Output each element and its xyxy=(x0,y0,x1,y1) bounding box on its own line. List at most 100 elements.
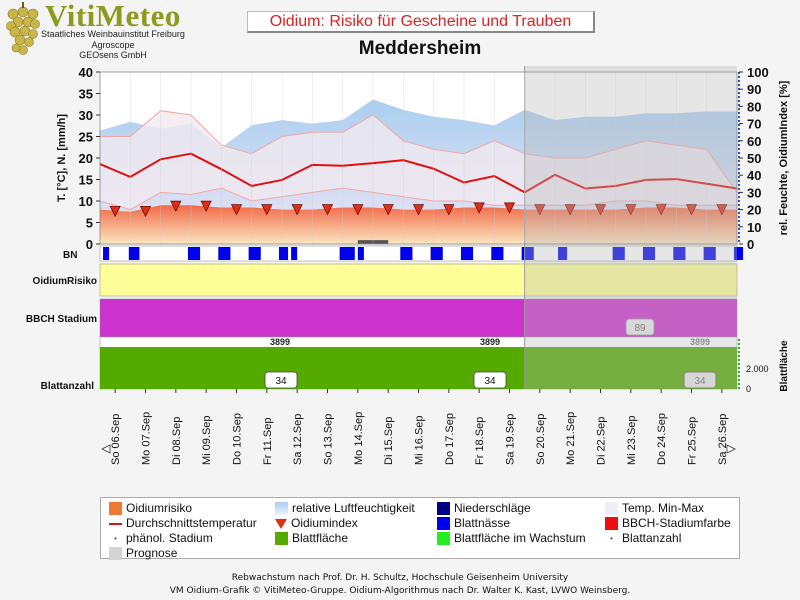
x-axis-day-label: So 13.Sep xyxy=(323,414,335,465)
avg-temp-line xyxy=(99,152,738,194)
oidium-index-marker xyxy=(534,204,546,216)
leaf-wetness-block xyxy=(218,247,231,260)
oidium-index-marker xyxy=(716,204,728,216)
leaf-area-label: Blattfläche xyxy=(779,340,790,392)
temp-max-line xyxy=(100,110,738,193)
leaf-area-value: 3899 xyxy=(480,337,500,347)
oidium-index-marker xyxy=(685,204,698,216)
leaf-wetness-block xyxy=(642,247,656,260)
bbch-value-badge xyxy=(625,318,655,336)
legend-label: Blattnässe xyxy=(454,516,511,530)
right-axis-label: rel. Feuchte, OidiumIndex [%] xyxy=(778,80,790,235)
oidium-index-marker xyxy=(261,204,273,216)
oidium-index-marker xyxy=(473,202,485,214)
right-axis-tick-label: 80 xyxy=(747,99,761,114)
right-axis-tick-label: 20 xyxy=(747,203,761,218)
legend-item: Durchschnittstemperatur xyxy=(109,516,257,531)
bn-label: BN xyxy=(63,250,77,261)
pale-square-icon xyxy=(605,501,622,516)
leaf-count-badge xyxy=(264,371,298,389)
leaf-count-badge xyxy=(473,371,507,389)
chart-title: Oidium: Risiko für Gescheine und Trauben xyxy=(247,11,595,33)
right-axis-tick-label: 60 xyxy=(747,134,761,149)
leaf-count-value: 34 xyxy=(694,376,706,387)
leaf-wetness-block xyxy=(357,247,364,260)
left-axis-tick-label: 25 xyxy=(79,130,93,145)
green-square-icon xyxy=(275,531,292,546)
blue-square-icon xyxy=(437,516,454,531)
blue-gradient-icon xyxy=(275,501,292,516)
x-axis-day-label: Mo 21.Sep xyxy=(565,412,577,465)
legend-label: Blattfläche im Wachstum xyxy=(454,531,586,545)
leaf-wetness-block xyxy=(460,247,474,260)
oidium-index-marker xyxy=(200,200,212,212)
leaf-wetness-block xyxy=(128,247,140,260)
x-axis-day-label: Mi 23.Sep xyxy=(626,415,638,465)
oidium-index-marker xyxy=(352,204,364,216)
oidium-index-marker xyxy=(321,204,334,216)
left-axis-tick-label: 5 xyxy=(86,216,93,231)
leaf-area-tick: 2.000 xyxy=(746,364,769,374)
legend-item: Temp. Min-Max xyxy=(605,501,704,516)
left-axis-tick-label: 10 xyxy=(79,194,93,209)
leaf-wetness-block xyxy=(278,247,289,260)
leaf-wetness-block xyxy=(558,247,568,260)
leaf-count-label: Blattanzahl xyxy=(41,381,95,392)
x-axis-day-label: Di 22.Sep xyxy=(596,417,608,465)
leaf-count-value: 34 xyxy=(484,376,496,387)
legend-item: Blattfläche im Wachstum xyxy=(437,531,586,546)
x-axis-day-label: Do 10.Sep xyxy=(232,413,244,465)
temp-min-line xyxy=(99,187,737,211)
x-axis-day-label: Di 08.Sep xyxy=(171,417,183,465)
legend-item: Oidiumindex xyxy=(275,516,358,531)
oidium-index-marker xyxy=(503,202,516,214)
bbch-label: BBCH Stadium xyxy=(26,314,97,325)
x-axis-day-label: Mi 16.Sep xyxy=(414,415,426,465)
oidium-index-marker xyxy=(139,205,152,218)
leaf-area-fill xyxy=(100,347,737,389)
x-axis-day-label: Sa 12.Sep xyxy=(292,414,304,465)
legend-item: • phänol. Stadium xyxy=(109,531,213,546)
left-axis-tick-label: 15 xyxy=(79,173,93,188)
x-axis-day-label: Sa 26.Sep xyxy=(717,414,729,465)
oidium-index-marker xyxy=(594,204,607,216)
footer-credit-line-1: Rebwachstum nach Prof. Dr. H. Schultz, H… xyxy=(231,573,569,583)
left-axis-tick-label: 30 xyxy=(79,108,93,123)
oidium-index-marker xyxy=(564,204,576,216)
red-square-icon xyxy=(605,516,622,531)
legend: Oidiumrisiko relative Luftfeuchtigkeit Nie… xyxy=(100,497,740,561)
legend-item: Niederschläge xyxy=(437,501,531,516)
legend-label: phänol. Stadium xyxy=(126,531,213,545)
x-axis-day-label: So 20.Sep xyxy=(535,414,547,465)
oidium-index-marker xyxy=(382,204,394,216)
leaf-wetness-block xyxy=(248,247,261,260)
x-axis-day-label: Do 17.Sep xyxy=(444,413,456,465)
grape-logo-icon xyxy=(6,2,40,55)
right-axis-tick-label: 70 xyxy=(747,117,761,132)
red-triangle-icon xyxy=(275,516,291,530)
x-axis-day-label: Fr 25.Sep xyxy=(687,417,699,465)
legend-item: • Blattanzahl xyxy=(605,531,681,546)
oidium-risiko-row xyxy=(99,263,738,297)
x-axis-day-label: Mo 14.Sep xyxy=(353,412,365,465)
leaf-wetness-block xyxy=(187,247,201,260)
logo-subtitle: Staatliches Weinbauinstitut Freiburg Agr… xyxy=(38,29,188,61)
legend-item: Blattfläche xyxy=(275,531,348,546)
orange-square-icon xyxy=(109,501,126,516)
right-axis-tick-label: 0 xyxy=(747,237,754,252)
oidium-risiko-label: OidiumRisiko xyxy=(33,276,97,287)
x-axis-day-label: Mo 07.Sep xyxy=(141,412,153,465)
oidium-index-marker xyxy=(291,204,303,216)
legend-label: Temp. Min-Max xyxy=(622,501,705,515)
oidium-index-marker xyxy=(443,204,455,216)
x-axis-day-label: Fr 11.Sep xyxy=(262,418,274,466)
leaf-area-value: 3899 xyxy=(690,337,710,347)
grey-square-icon xyxy=(109,546,126,561)
oidium-chart: BN OidiumRisiko BBCH Stadium 89 3899 3899 3899… xyxy=(26,65,790,466)
right-axis-tick-label: 50 xyxy=(747,151,761,166)
leaf-wetness-block xyxy=(400,247,413,260)
leaf-wetness-block xyxy=(673,247,686,260)
logo-line: GEOsens GmbH xyxy=(79,50,147,60)
legend-item: relative Luftfeuchtigkeit xyxy=(275,501,415,516)
bbch-value: 89 xyxy=(634,323,646,334)
